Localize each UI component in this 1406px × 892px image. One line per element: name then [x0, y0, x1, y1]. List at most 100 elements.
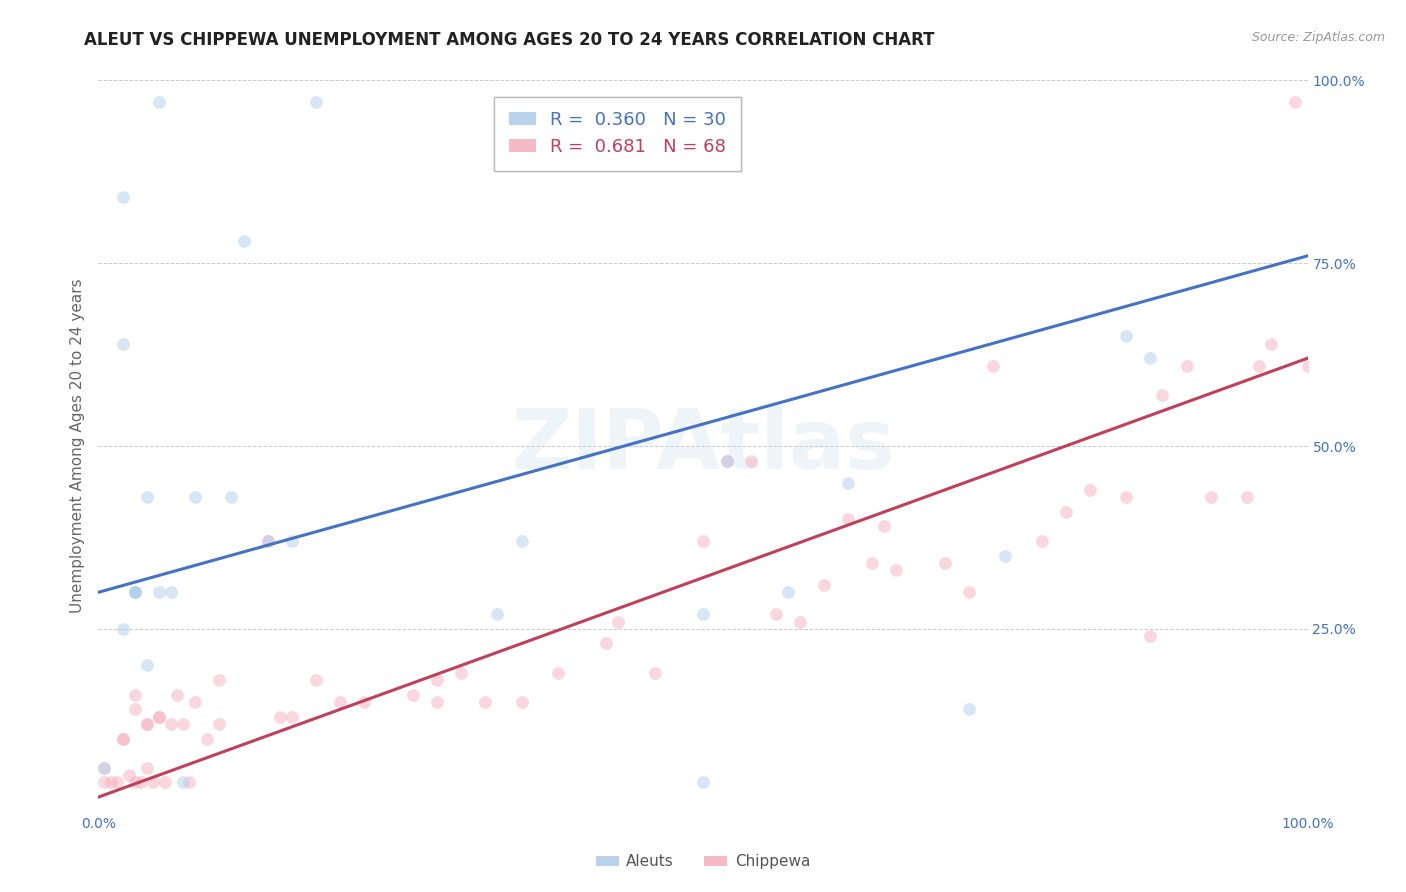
- Point: [269, 709, 291, 723]
- Point: [256, 534, 278, 549]
- Point: [124, 688, 146, 702]
- Point: [486, 607, 509, 622]
- Point: [837, 475, 859, 490]
- Point: [474, 695, 496, 709]
- Point: [860, 556, 883, 570]
- Point: [124, 775, 146, 789]
- Point: [166, 688, 188, 702]
- Point: [142, 775, 165, 789]
- Y-axis label: Unemployment Among Ages 20 to 24 years: Unemployment Among Ages 20 to 24 years: [69, 278, 84, 614]
- Point: [208, 673, 231, 687]
- Point: [1236, 490, 1258, 504]
- Point: [776, 585, 799, 599]
- Text: Source: ZipAtlas.com: Source: ZipAtlas.com: [1251, 31, 1385, 45]
- Point: [1078, 483, 1101, 497]
- Point: [1260, 336, 1282, 351]
- Point: [450, 665, 472, 680]
- Point: [607, 615, 630, 629]
- Point: [160, 717, 183, 731]
- Point: [148, 585, 170, 599]
- Point: [135, 717, 157, 731]
- Point: [135, 717, 157, 731]
- Point: [1152, 388, 1174, 402]
- Point: [305, 673, 328, 687]
- Point: [813, 578, 835, 592]
- Point: [172, 717, 194, 731]
- Point: [124, 702, 146, 716]
- Point: [111, 731, 134, 746]
- Point: [1115, 490, 1137, 504]
- Legend: Aleuts, Chippewa: Aleuts, Chippewa: [589, 848, 817, 875]
- Point: [93, 761, 115, 775]
- Point: [353, 695, 375, 709]
- Legend: R =  0.360   N = 30, R =  0.681   N = 68: R = 0.360 N = 30, R = 0.681 N = 68: [495, 96, 741, 170]
- Point: [111, 731, 134, 746]
- Point: [934, 556, 956, 570]
- Point: [873, 519, 896, 533]
- Point: [124, 585, 146, 599]
- Text: ALEUT VS CHIPPEWA UNEMPLOYMENT AMONG AGES 20 TO 24 YEARS CORRELATION CHART: ALEUT VS CHIPPEWA UNEMPLOYMENT AMONG AGE…: [84, 31, 935, 49]
- Point: [100, 775, 122, 789]
- Point: [184, 695, 207, 709]
- Point: [510, 534, 533, 549]
- Point: [1031, 534, 1053, 549]
- Point: [716, 453, 738, 467]
- Point: [124, 585, 146, 599]
- Point: [402, 688, 425, 702]
- Point: [329, 695, 352, 709]
- Point: [221, 490, 243, 504]
- Point: [692, 534, 714, 549]
- Text: ZIPAtlas: ZIPAtlas: [510, 406, 896, 486]
- Point: [148, 95, 170, 110]
- Point: [135, 490, 157, 504]
- Point: [111, 336, 134, 351]
- Point: [281, 709, 304, 723]
- Point: [1296, 359, 1319, 373]
- Point: [510, 695, 533, 709]
- Point: [93, 761, 115, 775]
- Point: [208, 717, 231, 731]
- Point: [765, 607, 787, 622]
- Point: [1249, 359, 1271, 373]
- Point: [111, 190, 134, 204]
- Point: [1284, 95, 1306, 110]
- Point: [148, 709, 170, 723]
- Point: [305, 95, 328, 110]
- Point: [692, 607, 714, 622]
- Point: [281, 534, 304, 549]
- Point: [740, 453, 762, 467]
- Point: [547, 665, 569, 680]
- Point: [644, 665, 666, 680]
- Point: [426, 695, 449, 709]
- Point: [1175, 359, 1198, 373]
- Point: [426, 673, 449, 687]
- Point: [837, 512, 859, 526]
- Point: [118, 768, 141, 782]
- Point: [957, 585, 980, 599]
- Point: [135, 658, 157, 673]
- Point: [111, 622, 134, 636]
- Point: [93, 775, 115, 789]
- Point: [957, 702, 980, 716]
- Point: [105, 775, 128, 789]
- Point: [595, 636, 617, 650]
- Point: [1115, 329, 1137, 343]
- Point: [1054, 505, 1077, 519]
- Point: [886, 563, 908, 577]
- Point: [195, 731, 218, 746]
- Point: [129, 775, 152, 789]
- Point: [1139, 629, 1161, 643]
- Point: [1199, 490, 1222, 504]
- Point: [172, 775, 194, 789]
- Point: [153, 775, 176, 789]
- Point: [994, 549, 1017, 563]
- Point: [148, 709, 170, 723]
- Point: [160, 585, 183, 599]
- Point: [179, 775, 201, 789]
- Point: [692, 775, 714, 789]
- Point: [981, 359, 1004, 373]
- Point: [256, 534, 278, 549]
- Point: [135, 761, 157, 775]
- Point: [232, 234, 254, 248]
- Point: [124, 585, 146, 599]
